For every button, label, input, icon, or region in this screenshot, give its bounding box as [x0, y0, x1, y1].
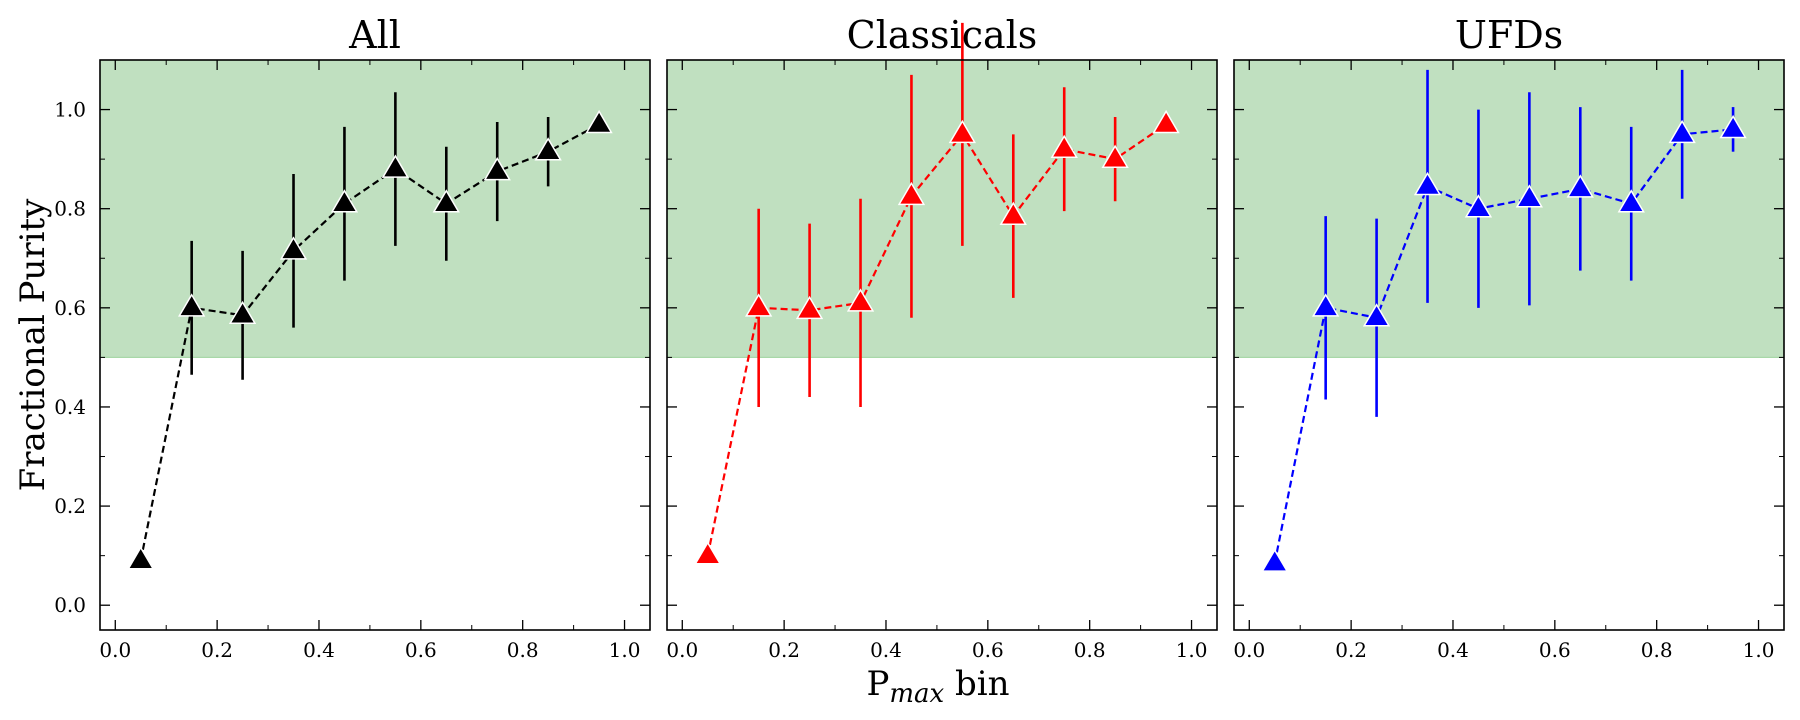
- data-point: [1050, 134, 1078, 159]
- x-tick-label: 0.2: [1335, 638, 1367, 662]
- data-point: [432, 189, 460, 213]
- x-axis-label-tail: bin: [944, 664, 1009, 704]
- data-point: [1261, 548, 1289, 572]
- panel-ufds: 0.0 0.2 0.4 0.6 0.8 1.0 UFDs: [1233, 13, 1785, 662]
- data-point: [1152, 109, 1180, 134]
- x-axis-label-sub: max: [889, 679, 944, 709]
- data-point: [1362, 303, 1391, 327]
- x-tick-label: 0.6: [405, 638, 437, 662]
- data-point: [279, 236, 308, 260]
- plot-frame: [666, 59, 1218, 631]
- x-tick-label: 0.0: [99, 638, 131, 662]
- data-point: [1464, 194, 1493, 218]
- panel-title: UFDs: [1455, 13, 1563, 57]
- x-axis-label: Pmax bin: [866, 664, 1009, 709]
- panel-title: Classicals: [847, 13, 1038, 57]
- y-tick-label: 0.6: [54, 296, 86, 320]
- x-tick-label: 0.2: [768, 638, 800, 662]
- y-tick-label: 0.2: [54, 494, 86, 518]
- x-tick-label: 0.4: [1437, 638, 1469, 662]
- series-line: [139, 123, 600, 561]
- x-tick-label: 1.0: [609, 638, 641, 662]
- x-tick-label: 1.0: [1176, 638, 1208, 662]
- y-tick-label: 0.8: [54, 197, 86, 221]
- x-tick-label: 0.6: [972, 638, 1004, 662]
- x-tick-label: 0.4: [303, 638, 335, 662]
- x-tick-label: 0.0: [1233, 638, 1265, 662]
- plot-frame: [99, 59, 651, 631]
- panel-title: All: [348, 13, 401, 57]
- x-tick-label: 0.8: [507, 638, 539, 662]
- data-point: [897, 181, 926, 206]
- data-point: [744, 293, 773, 317]
- data-point: [948, 119, 977, 144]
- data-point: [381, 154, 410, 178]
- data-point: [127, 546, 155, 570]
- data-point: [1719, 114, 1747, 139]
- data-point: [1668, 119, 1696, 144]
- panel-classicals: 0.0 0.2 0.4 0.6 0.8 1.0 Classicals: [666, 13, 1218, 662]
- data-point: [330, 189, 359, 213]
- data-point: [1413, 171, 1442, 196]
- series-line: [1273, 128, 1734, 564]
- x-tick-label: 0.2: [201, 638, 233, 662]
- data-point: [795, 295, 824, 320]
- y-tick-label: 1.0: [54, 98, 86, 122]
- x-axis-label-main: P: [866, 664, 889, 704]
- x-tick-label: 0.0: [666, 638, 698, 662]
- y-axis-label: Fractional Purity: [13, 198, 53, 492]
- data-point: [1515, 184, 1544, 208]
- data-point: [585, 109, 613, 134]
- data-point: [483, 157, 511, 181]
- data-point: [999, 201, 1027, 225]
- data-point: [1617, 189, 1645, 213]
- series-line: [706, 123, 1167, 556]
- data-point: [1566, 174, 1594, 198]
- x-tick-label: 0.4: [870, 638, 902, 662]
- x-tick-label: 1.0: [1743, 638, 1775, 662]
- panels: 0.0 0.2 0.4 0.6 0.8 1.00.00.20.40.60.81.0All0…: [54, 13, 1785, 662]
- data-point: [846, 288, 875, 312]
- data-point: [1101, 144, 1129, 168]
- data-point: [228, 300, 257, 325]
- x-tick-label: 0.6: [1539, 638, 1571, 662]
- y-tick-label: 0.4: [54, 395, 86, 419]
- x-tick-label: 0.8: [1641, 638, 1673, 662]
- y-tick-label: 0.0: [54, 593, 86, 617]
- data-point: [177, 293, 206, 317]
- x-tick-label: 0.8: [1074, 638, 1106, 662]
- data-point: [694, 541, 722, 565]
- plot-frame: [1233, 59, 1785, 631]
- panel-all: 0.0 0.2 0.4 0.6 0.8 1.0 0.0 0.2 0.4 0.6 0.8 1.0 All: [54, 13, 651, 662]
- data-point: [534, 137, 562, 161]
- data-point: [1311, 293, 1340, 317]
